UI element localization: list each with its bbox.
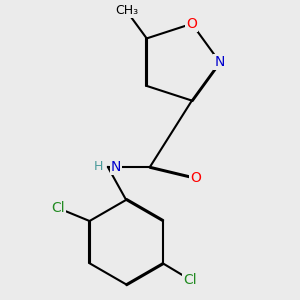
Text: O: O	[190, 171, 201, 185]
Text: Cl: Cl	[52, 201, 65, 215]
Text: Cl: Cl	[183, 273, 197, 287]
Text: H: H	[94, 160, 104, 173]
Text: N: N	[111, 160, 121, 174]
Text: CH₃: CH₃	[115, 4, 138, 17]
Text: N: N	[214, 55, 225, 69]
Text: O: O	[186, 17, 197, 31]
